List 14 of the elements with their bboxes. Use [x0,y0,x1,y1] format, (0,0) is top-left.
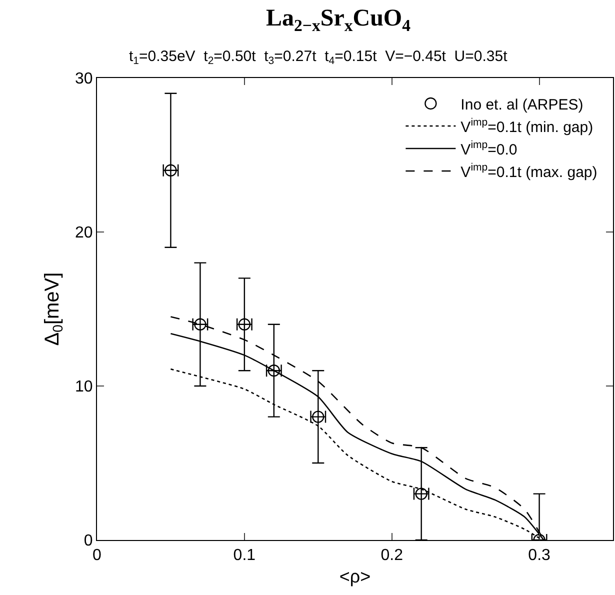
legend-label: V$^{imp}$=0.0 [460,139,518,158]
x-axis-title: <ρ> [339,566,371,586]
y-tick-label: 20 [75,224,93,242]
y-tick-label: 10 [75,378,93,396]
text: t$_{1}$=0.35eV t$_{2}$=0.50t t$_{3}$=0.27t t$_{4}$=0.15t V=−0.45t U=0.35t [129,48,508,68]
x-tick-label: 0.1 [233,547,256,564]
x-tick-label: 0.2 [380,547,404,564]
y-tick-label: 0 [84,532,93,550]
chart-title: La$_{2−x}$Sr$_{x}$CuO$_{4}$ [266,6,412,35]
legend-label: V$^{imp}$=0.1t (max. gap) [460,162,598,181]
legend-label: V$^{imp}$=0.1t (min. gap) [460,116,594,136]
legend-label: Ino et. al (ARPES) [460,96,584,114]
x-tick-label: 0.3 [528,547,551,564]
y-tick-label: 30 [75,70,93,88]
